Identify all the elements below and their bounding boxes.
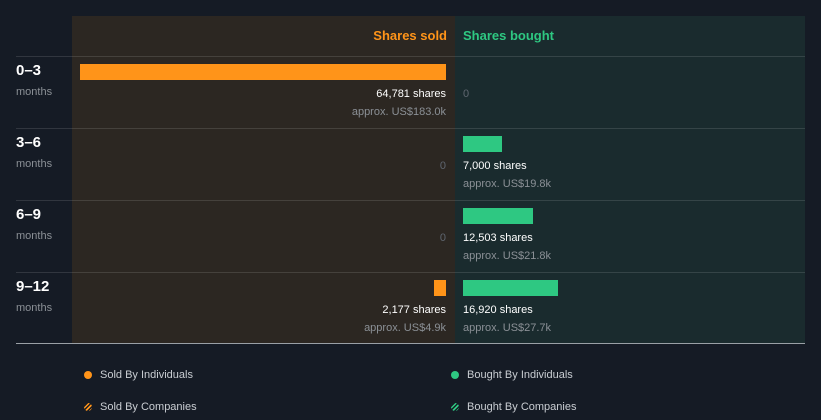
bought-approx-value: approx. US$21.8k: [463, 250, 552, 262]
bought-bar[interactable]: [463, 280, 558, 296]
bought-approx-value: approx. US$19.8k: [463, 178, 552, 190]
period-unit: months: [16, 158, 53, 170]
period-row-6-9: 6–9 months 0 12,503 shares approx. US$21…: [0, 200, 821, 272]
period-row-9-12: 9–12 months 2,177 shares approx. US$4.9k…: [0, 272, 821, 344]
sold-shares-value: 64,781 shares: [376, 88, 446, 100]
row-divider: [16, 272, 805, 273]
legend-label: Sold By Individuals: [100, 369, 193, 381]
period-label: 9–12: [16, 278, 50, 295]
period-label: 0–3: [16, 62, 42, 79]
period-unit: months: [16, 302, 53, 314]
period-label: 3–6: [16, 134, 42, 151]
period-label: 6–9: [16, 206, 42, 223]
legend-label: Sold By Companies: [100, 401, 197, 413]
sold-zero-value: 0: [439, 160, 446, 172]
sold-zero-value: 0: [439, 232, 446, 244]
bought-shares-value: 16,920 shares: [463, 304, 533, 316]
orange-hatched-dot-icon: [84, 403, 92, 411]
shares-sold-header: Shares sold: [373, 28, 447, 43]
green-dot-icon: [451, 371, 459, 379]
axis-baseline: [16, 343, 805, 344]
orange-dot-icon: [84, 371, 92, 379]
row-divider: [16, 56, 805, 57]
sold-bar[interactable]: [434, 280, 446, 296]
sold-approx-value: approx. US$183.0k: [351, 106, 446, 118]
shares-bought-header: Shares bought: [463, 28, 555, 43]
green-hatched-dot-icon: [451, 403, 459, 411]
legend-sold-companies: Sold By Companies: [84, 401, 197, 413]
legend-bought-individuals: Bought By Individuals: [451, 369, 573, 381]
sold-bar[interactable]: [80, 64, 446, 80]
row-divider: [16, 200, 805, 201]
sold-shares-value: 2,177 shares: [382, 304, 446, 316]
sold-approx-value: approx. US$4.9k: [364, 322, 446, 334]
row-divider: [16, 128, 805, 129]
legend-label: Bought By Individuals: [467, 369, 573, 381]
legend-sold-individuals: Sold By Individuals: [84, 369, 193, 381]
bought-shares-value: 7,000 shares: [463, 160, 527, 172]
bought-bar[interactable]: [463, 136, 502, 152]
period-row-3-6: 3–6 months 0 7,000 shares approx. US$19.…: [0, 128, 821, 200]
bought-zero-value: 0: [463, 88, 470, 100]
bought-shares-value: 12,503 shares: [463, 232, 533, 244]
period-unit: months: [16, 86, 53, 98]
bought-bar[interactable]: [463, 208, 533, 224]
bought-approx-value: approx. US$27.7k: [463, 322, 552, 334]
legend-bought-companies: Bought By Companies: [451, 401, 576, 413]
period-unit: months: [16, 230, 53, 242]
period-row-0-3: 0–3 months 64,781 shares approx. US$183.…: [0, 56, 821, 128]
legend-label: Bought By Companies: [467, 401, 577, 413]
